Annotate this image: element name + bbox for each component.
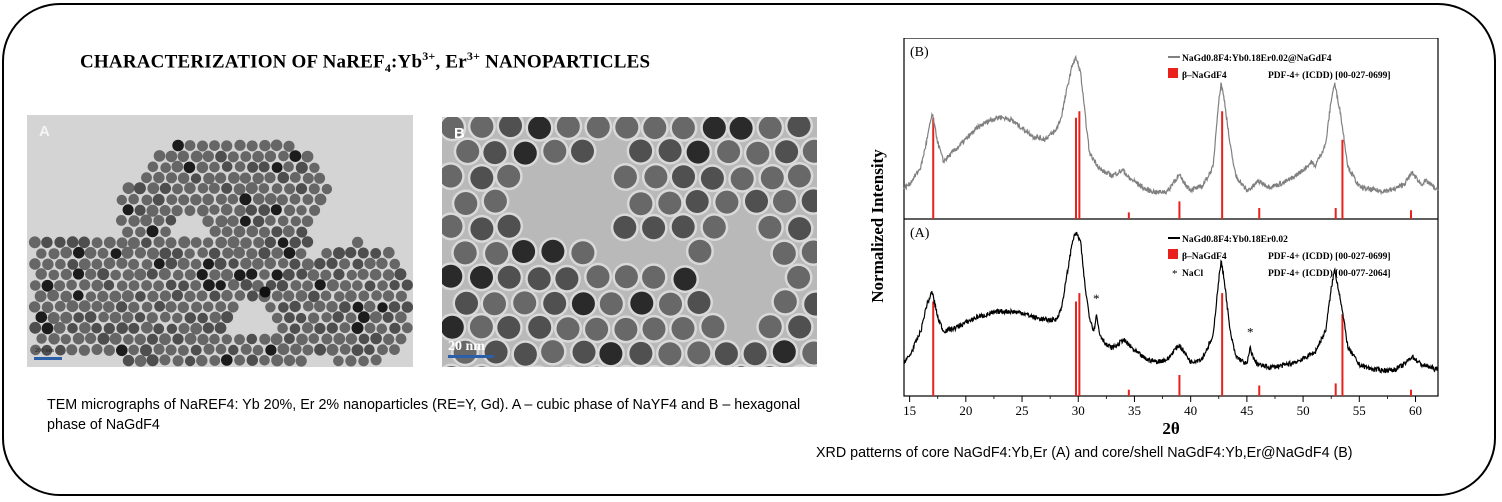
micrograph-b-label: B: [454, 125, 465, 142]
legend-label: NaCl: [1182, 269, 1203, 279]
legend-reference: PDF-4+ (ICDD) [00-027-0699]: [1268, 70, 1391, 81]
x-tick-label: 25: [1016, 403, 1029, 418]
poster-title: CHARACTERIZATION OF NaREF4:Yb3+, Er3+ NA…: [80, 49, 651, 76]
x-tick-label: 15: [903, 403, 916, 418]
diffraction-pattern: [903, 231, 1439, 374]
y-axis-label: Normalized Intensity: [868, 149, 887, 303]
legend-box-swatch: [1168, 249, 1178, 259]
panel-label: (B): [910, 45, 929, 60]
legend-label: NaGd0.8F4:Yb0.18Er0.02@NaGdF4: [1182, 54, 1332, 64]
legend-entry: * NaCl PDF-4+ (ICDD) [00-077-2064]: [1172, 268, 1391, 280]
legend-label: β–NaGdF4: [1182, 71, 1227, 81]
diffraction-pattern: [903, 54, 1439, 196]
tem-caption: TEM micrographs of NaREF4: Yb 20%, Er 2%…: [47, 397, 801, 433]
micrograph-a-label: A: [39, 123, 50, 140]
legend-reference: PDF-4+ (ICDD) [00-027-0699]: [1268, 251, 1391, 262]
nanoparticle-cluster-b: [442, 117, 817, 367]
tem-micrograph-a: A 200 nm: [27, 115, 413, 367]
x-axis-label: 2θ: [1162, 419, 1180, 438]
micrograph-a-scale-label: 200 nm: [35, 348, 54, 354]
nanoparticle-cluster-a: [28, 139, 413, 367]
micrograph-a-scale-bar: [34, 357, 62, 360]
legend-entry: NaGd0.8F4:Yb0.18Er0.02@NaGdF4: [1168, 54, 1332, 64]
x-tick-label: 60: [1409, 403, 1422, 418]
legend-entry: β–NaGdF4 PDF-4+ (ICDD) [00-027-0699]: [1168, 249, 1391, 262]
legend-entry: β–NaGdF4 PDF-4+ (ICDD) [00-027-0699]: [1168, 68, 1391, 81]
xrd-panel-a: (A) * * NaGd0.8F4:Yb0.18Er0.02 β–NaGdF4 PDF-4…: [903, 226, 1439, 396]
xrd-caption: XRD patterns of core NaGdF4:Yb,Er (A) an…: [816, 445, 1353, 461]
legend-entry: NaGd0.8F4:Yb0.18Er0.02: [1168, 235, 1288, 245]
nacl-peak-marker: *: [1247, 325, 1254, 340]
legend-box-swatch: [1168, 68, 1178, 78]
legend-label: β–NaGdF4: [1182, 252, 1227, 262]
legend-reference: PDF-4+ (ICDD) [00-077-2064]: [1268, 268, 1391, 279]
xrd-chart: 15 20 25 30 35 40 45 50 55 60 2θ Normalized Intensi…: [868, 38, 1439, 438]
tem-micrograph-b: B 20 nm: [442, 117, 817, 367]
xrd-panel-b: (B) NaGd0.8F4:Yb0.18Er0.02@NaGdF4 β–NaGdF4…: [903, 45, 1439, 219]
micrograph-b-scale-bar: [448, 355, 494, 358]
x-tick-label: 50: [1297, 403, 1310, 418]
x-tick-label: 30: [1072, 403, 1085, 418]
nacl-peak-marker: *: [1093, 291, 1100, 306]
x-tick-label: 40: [1184, 403, 1197, 418]
x-tick-label: 35: [1128, 403, 1141, 418]
panel-label: (A): [910, 226, 930, 241]
poster-frame: [2, 3, 1496, 496]
micrograph-b-scale-label: 20 nm: [448, 339, 485, 354]
legend-label: NaGd0.8F4:Yb0.18Er0.02: [1182, 235, 1288, 245]
x-tick-label: 20: [959, 403, 972, 418]
plot-frame: [903, 38, 1439, 397]
tem-image-b: [442, 117, 817, 367]
x-tick-label: 45: [1240, 403, 1253, 418]
tem-image-a: [28, 139, 413, 367]
legend-star-swatch: *: [1172, 268, 1178, 280]
x-tick-label: 55: [1353, 403, 1366, 418]
